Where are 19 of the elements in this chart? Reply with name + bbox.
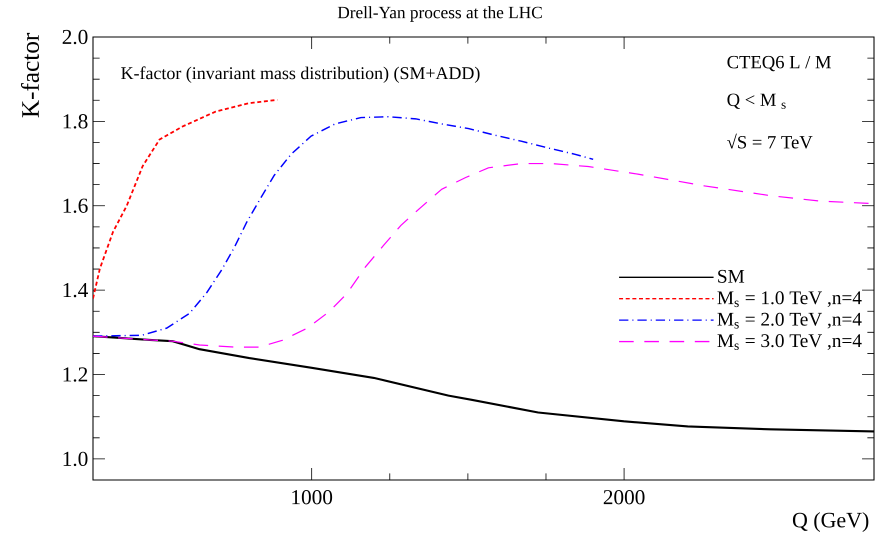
y-tick-label: 1.0 xyxy=(64,452,88,466)
legend-label: SM xyxy=(718,270,744,283)
legend-label: M$_{s}$ = 2.0 TeV ,n=4 xyxy=(717,312,862,329)
chart-title: Drell-Yan process at the LHC xyxy=(338,6,542,22)
y-tick-label: 1.6 xyxy=(64,198,88,213)
y-tick-label: 1.4 xyxy=(64,282,88,298)
annotation: CTEQ6 L / M xyxy=(727,56,831,72)
legend-label: M$_{s}$ = 3.0 TeV ,n=4 xyxy=(717,334,862,350)
annotation: √S = 7 TeV xyxy=(727,134,813,149)
y-tick-label: 1.2 xyxy=(64,367,88,382)
y-tick-label: 1.8 xyxy=(64,114,88,129)
x-tick-label: 1000 xyxy=(292,490,332,504)
x-tick-label: 2000 xyxy=(604,490,645,504)
y-axis-title: K-factor xyxy=(20,32,40,118)
x-axis-title: Q (GeV) xyxy=(792,512,868,532)
annotation: Q < M $_{s}$ xyxy=(727,94,786,109)
y-tick-label: 2.0 xyxy=(62,30,88,44)
legend-label: M$_{s}$ = 1.0 TeV ,n=4 xyxy=(717,291,862,308)
annotation: K-factor (invariant mass distribution) (SM+ADD) xyxy=(121,66,480,83)
